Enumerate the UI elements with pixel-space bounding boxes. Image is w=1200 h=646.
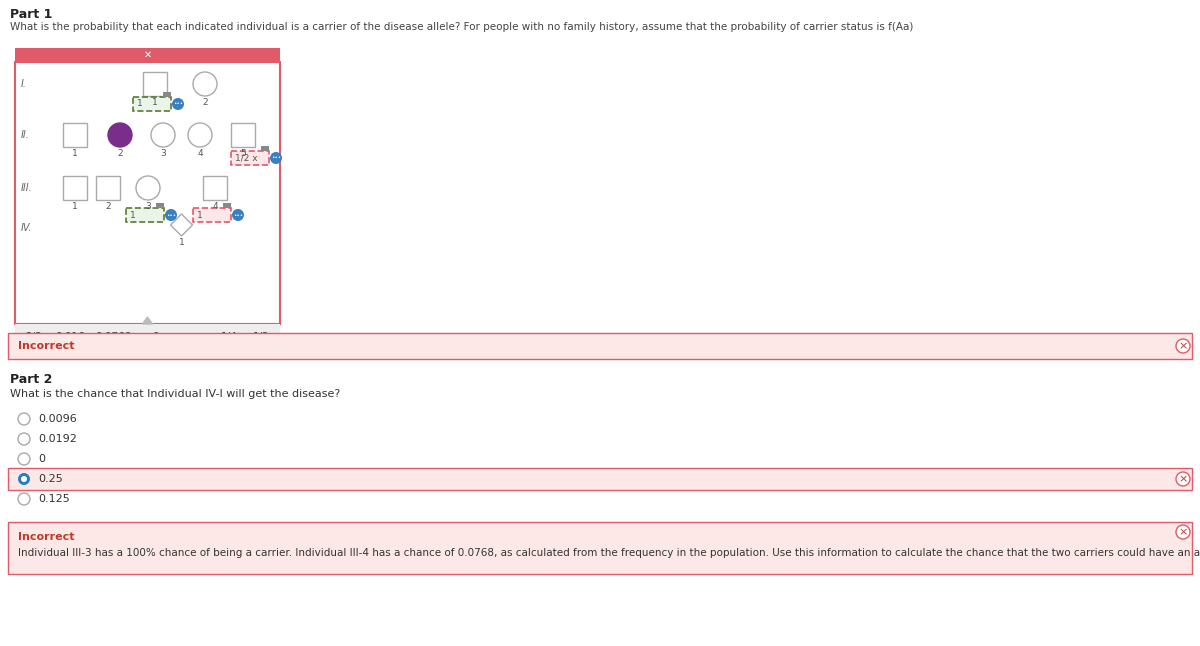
Bar bbox=[230, 151, 269, 165]
Text: 1: 1 bbox=[197, 211, 203, 220]
Circle shape bbox=[108, 123, 132, 147]
Circle shape bbox=[19, 474, 29, 484]
Text: What is the probability that each indicated individual is a carrier of the disea: What is the probability that each indica… bbox=[10, 22, 913, 32]
Bar bbox=[262, 146, 269, 151]
Text: •••: ••• bbox=[233, 213, 244, 218]
Circle shape bbox=[172, 98, 184, 110]
Circle shape bbox=[18, 413, 30, 425]
Text: Incorrect: Incorrect bbox=[18, 341, 74, 351]
Text: IV.: IV. bbox=[22, 223, 32, 233]
Circle shape bbox=[1176, 472, 1190, 486]
Bar bbox=[230, 123, 256, 147]
Text: 1: 1 bbox=[152, 98, 158, 107]
Bar bbox=[14, 48, 280, 62]
Circle shape bbox=[188, 123, 212, 147]
Text: 5: 5 bbox=[240, 149, 246, 158]
Bar bbox=[223, 203, 230, 208]
Text: Part 2: Part 2 bbox=[10, 373, 53, 386]
Text: 1/2: 1/2 bbox=[253, 332, 270, 342]
Text: ×: × bbox=[1178, 474, 1188, 484]
Circle shape bbox=[136, 176, 160, 200]
Text: 4: 4 bbox=[197, 149, 203, 158]
Bar bbox=[14, 324, 280, 350]
Text: 0.25: 0.25 bbox=[38, 474, 62, 484]
Text: Incorrect: Incorrect bbox=[18, 532, 74, 542]
Polygon shape bbox=[170, 214, 192, 236]
Text: 2: 2 bbox=[202, 98, 208, 107]
Text: 0.0192: 0.0192 bbox=[38, 434, 77, 444]
Circle shape bbox=[1176, 525, 1190, 539]
Text: 1: 1 bbox=[179, 238, 185, 247]
Text: 1: 1 bbox=[72, 149, 78, 158]
Circle shape bbox=[151, 123, 175, 147]
Bar bbox=[14, 62, 280, 324]
Polygon shape bbox=[143, 317, 152, 324]
Text: •••: ••• bbox=[166, 213, 176, 218]
Bar bbox=[143, 72, 167, 96]
Text: 1/2 x: 1/2 x bbox=[235, 154, 258, 163]
Bar bbox=[156, 203, 164, 208]
Bar bbox=[8, 468, 1192, 490]
Bar bbox=[126, 208, 164, 222]
Circle shape bbox=[18, 493, 30, 505]
Text: I.: I. bbox=[22, 79, 28, 89]
Text: 2/3: 2/3 bbox=[25, 332, 42, 342]
Circle shape bbox=[193, 72, 217, 96]
Text: 0: 0 bbox=[38, 454, 46, 464]
Text: 1/4: 1/4 bbox=[221, 332, 238, 342]
Text: 1: 1 bbox=[72, 202, 78, 211]
Text: III.: III. bbox=[22, 183, 32, 193]
Bar bbox=[8, 522, 1192, 574]
Text: II.: II. bbox=[22, 130, 30, 140]
Text: ✕: ✕ bbox=[144, 50, 151, 60]
Text: 0.0096: 0.0096 bbox=[38, 414, 77, 424]
Bar bbox=[163, 92, 172, 97]
Text: Part 1: Part 1 bbox=[10, 8, 53, 21]
Text: 3: 3 bbox=[145, 202, 151, 211]
Bar bbox=[203, 176, 227, 200]
Text: 1 (100%): 1 (100%) bbox=[163, 332, 211, 342]
Bar bbox=[96, 176, 120, 200]
Text: 0: 0 bbox=[152, 332, 158, 342]
Circle shape bbox=[166, 209, 178, 221]
Bar bbox=[8, 333, 1192, 359]
Text: ×: × bbox=[1178, 527, 1188, 537]
Bar bbox=[193, 208, 230, 222]
Text: •••: ••• bbox=[173, 101, 184, 107]
Circle shape bbox=[1176, 339, 1190, 353]
Bar bbox=[64, 123, 88, 147]
Bar bbox=[64, 176, 88, 200]
Circle shape bbox=[18, 473, 30, 485]
Circle shape bbox=[18, 433, 30, 445]
Text: 0.125: 0.125 bbox=[38, 494, 70, 504]
Circle shape bbox=[232, 209, 244, 221]
Text: ×: × bbox=[1178, 341, 1188, 351]
Text: 2: 2 bbox=[118, 149, 122, 158]
Text: •••: ••• bbox=[271, 156, 281, 160]
Text: 1: 1 bbox=[130, 211, 136, 220]
Text: 0.016: 0.016 bbox=[56, 332, 85, 342]
Text: Individual III-3 has a 100% chance of being a carrier. Individual III-4 has a ch: Individual III-3 has a 100% chance of be… bbox=[18, 548, 1200, 558]
Text: 2: 2 bbox=[106, 202, 110, 211]
Text: 1: 1 bbox=[137, 99, 143, 109]
Circle shape bbox=[18, 453, 30, 465]
Bar bbox=[133, 97, 172, 111]
Circle shape bbox=[270, 152, 282, 164]
Text: 4: 4 bbox=[212, 202, 218, 211]
Circle shape bbox=[22, 476, 28, 482]
Text: 0.0768: 0.0768 bbox=[95, 332, 131, 342]
Text: 3: 3 bbox=[160, 149, 166, 158]
Text: What is the chance that Individual IV-I will get the disease?: What is the chance that Individual IV-I … bbox=[10, 389, 341, 399]
